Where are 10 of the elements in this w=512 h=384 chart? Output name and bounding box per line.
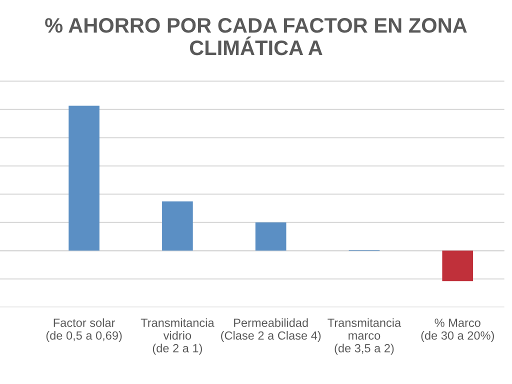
x-tick-label: Permeabilidad (Clase 2 a Clase 4) <box>221 318 321 342</box>
x-tick-label: Transmitancia vidrio (de 2 a 1) <box>140 318 214 355</box>
bar <box>255 222 286 251</box>
bar <box>162 201 193 251</box>
bar <box>442 250 474 282</box>
bar <box>68 106 100 251</box>
chart-title: % AHORRO POR CADA FACTOR EN ZONA CLIMÁTICA A <box>45 18 467 56</box>
x-tick-label: Transmitancia marco (de 3,5 a 2) <box>328 318 402 355</box>
x-tick-label: Factor solar (de 0,5 a 0,69) <box>46 318 122 342</box>
x-tick-label: % Marco (de 30 a 20%) <box>421 318 494 342</box>
